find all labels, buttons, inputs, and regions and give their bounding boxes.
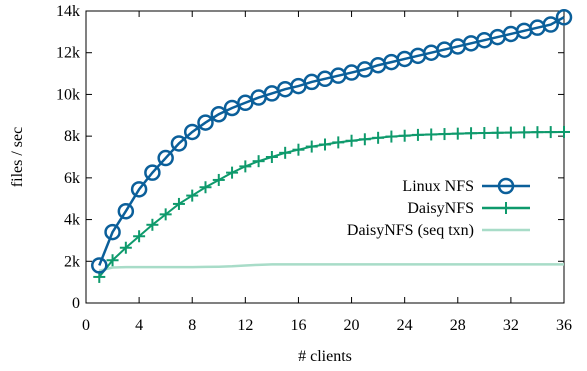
data-point — [170, 135, 188, 152]
data-point — [478, 127, 491, 140]
data-point — [130, 181, 148, 198]
series-daisynfs — [93, 125, 570, 283]
data-point — [491, 126, 504, 139]
data-point — [319, 138, 331, 151]
y-axis-ticks: 0 2k 4k 6k 8k 10k 12k 14k — [56, 3, 564, 312]
x-axis-ticks: 0 4 8 12 16 20 24 28 32 36 — [82, 11, 572, 334]
series-linux-nfs — [91, 9, 573, 274]
data-point — [544, 126, 557, 139]
data-point — [305, 140, 318, 153]
y-tick-label: 10k — [56, 86, 80, 103]
y-tick-label: 12k — [56, 45, 80, 62]
data-point — [332, 136, 345, 149]
data-point — [133, 230, 146, 243]
data-point — [385, 130, 398, 143]
data-point — [186, 189, 199, 202]
x-tick-label: 16 — [290, 317, 306, 334]
data-point — [555, 9, 573, 26]
legend-item: DaisyNFS (seq txn) — [347, 222, 530, 239]
data-point — [144, 164, 161, 181]
data-point — [279, 146, 292, 159]
data-point — [372, 131, 385, 144]
data-point — [518, 126, 531, 139]
data-point — [411, 128, 424, 141]
x-tick-label: 12 — [237, 317, 253, 334]
data-point — [199, 181, 212, 194]
plot-frame — [85, 10, 565, 304]
data-point — [183, 123, 201, 141]
x-tick-label: 24 — [397, 317, 413, 334]
x-tick-label: 8 — [188, 317, 196, 334]
x-tick-label: 28 — [450, 317, 466, 334]
legend: Linux NFS DaisyNFS DaisyNFS (seq txn) — [347, 177, 530, 239]
data-point — [226, 166, 239, 179]
y-tick-label: 2k — [64, 253, 80, 270]
legend-label: DaisyNFS — [407, 200, 474, 217]
y-tick-label: 6k — [64, 170, 80, 187]
data-point — [451, 127, 464, 140]
legend-item: Linux NFS — [402, 177, 530, 195]
series-layer — [91, 9, 573, 283]
data-point — [558, 125, 570, 138]
data-point — [465, 127, 478, 140]
legend-item: DaisyNFS — [407, 200, 530, 217]
x-axis-title: # clients — [298, 348, 352, 365]
data-point — [398, 129, 411, 142]
series-line — [98, 16, 565, 266]
data-point — [265, 151, 278, 163]
data-point — [504, 126, 517, 139]
x-tick-label: 4 — [135, 317, 143, 334]
x-tick-label: 32 — [503, 317, 519, 334]
x-tick-label: 20 — [344, 317, 360, 334]
data-point — [117, 202, 135, 220]
data-point — [91, 257, 108, 274]
data-point — [210, 105, 228, 123]
data-point — [292, 143, 305, 156]
legend-label: DaisyNFS (seq txn) — [347, 222, 474, 239]
legend-swatch-marker — [497, 177, 515, 195]
plot-border — [85, 10, 565, 304]
data-point — [358, 133, 371, 146]
data-point — [252, 155, 265, 168]
x-tick-label: 36 — [556, 317, 572, 334]
data-point — [146, 218, 159, 231]
y-tick-label: 8k — [64, 128, 80, 145]
data-point — [159, 208, 172, 221]
data-point — [212, 173, 225, 186]
data-point — [119, 241, 132, 254]
data-point — [104, 223, 121, 241]
y-tick-label: 4k — [64, 212, 80, 229]
x-tick-label: 0 — [82, 317, 90, 334]
data-point — [172, 197, 185, 210]
data-point — [531, 126, 544, 139]
series-line — [98, 263, 564, 272]
y-tick-label: 14k — [56, 3, 80, 20]
legend-label: Linux NFS — [402, 178, 474, 195]
data-point — [345, 134, 358, 147]
data-point — [438, 128, 451, 141]
data-point — [239, 160, 252, 173]
y-axis-title: files / sec — [9, 127, 26, 187]
y-tick-label: 0 — [72, 295, 80, 312]
data-point — [157, 149, 174, 167]
data-point — [542, 16, 559, 33]
series-daisynfs-seq-txn — [98, 263, 564, 272]
data-point — [106, 254, 119, 267]
data-point — [197, 114, 214, 131]
data-point — [425, 128, 438, 141]
